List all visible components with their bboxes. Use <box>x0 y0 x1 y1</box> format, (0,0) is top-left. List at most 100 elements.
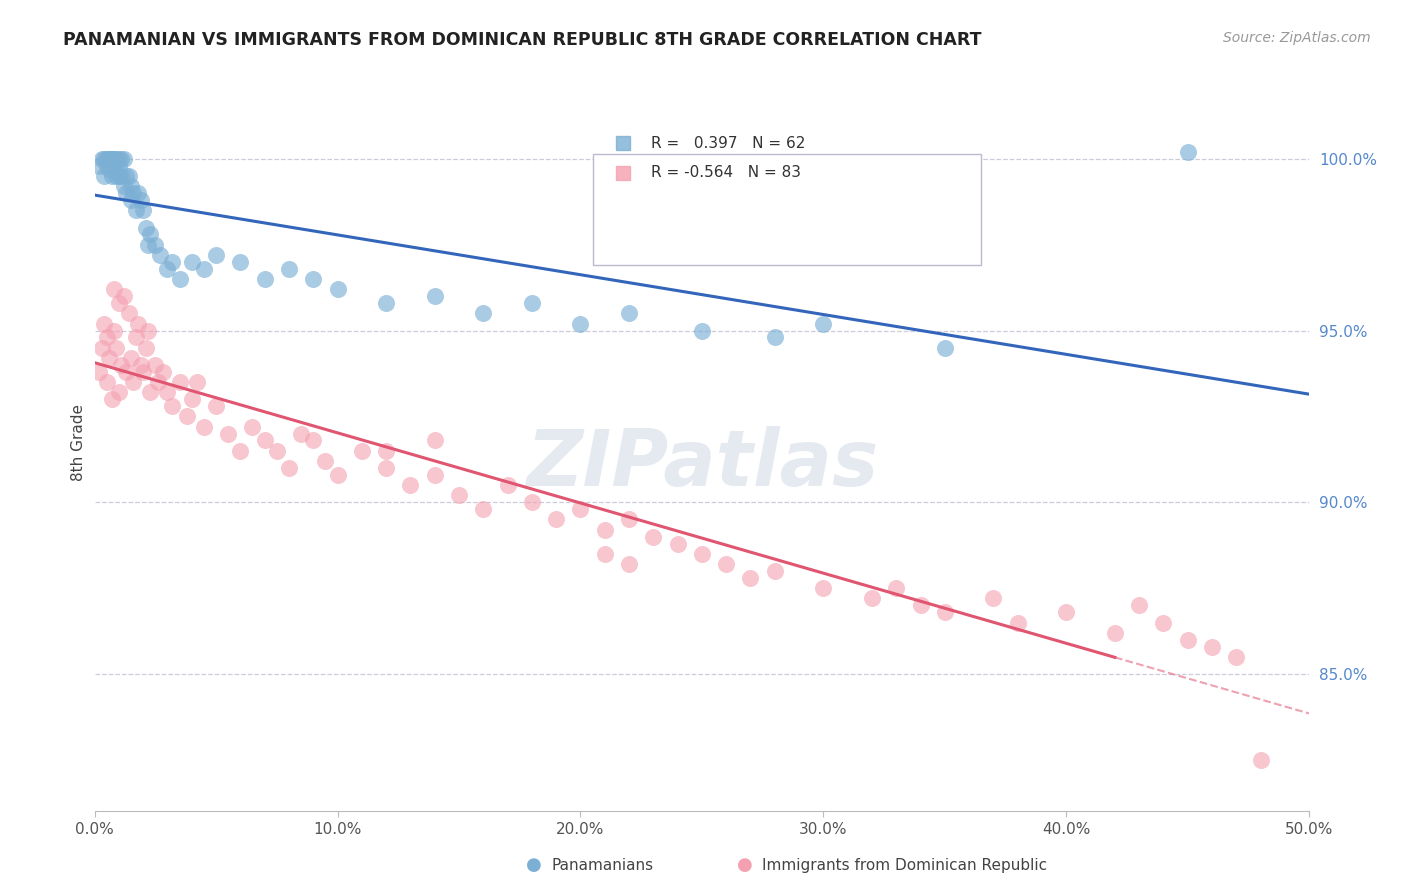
Point <box>242 419 264 434</box>
Point <box>813 317 835 331</box>
Point <box>132 365 155 379</box>
Point <box>96 152 118 166</box>
Point <box>302 272 325 286</box>
Point <box>96 375 118 389</box>
Point <box>98 152 121 166</box>
Point <box>135 341 157 355</box>
Point <box>617 512 640 526</box>
Point <box>122 375 145 389</box>
Point <box>983 591 1005 606</box>
Point <box>205 248 228 262</box>
Point <box>763 564 786 578</box>
Point <box>423 467 446 482</box>
Point <box>103 159 125 173</box>
Point <box>135 220 157 235</box>
Point <box>139 227 162 242</box>
Point <box>277 261 299 276</box>
Point <box>96 152 118 166</box>
Point <box>146 375 169 389</box>
Point <box>1177 632 1199 647</box>
Point <box>690 324 713 338</box>
Point <box>105 152 128 166</box>
Point <box>186 375 208 389</box>
Point <box>132 203 155 218</box>
Point <box>520 296 543 310</box>
Point <box>217 426 239 441</box>
Point <box>447 488 470 502</box>
Point <box>110 358 132 372</box>
Point <box>643 530 665 544</box>
Point <box>96 330 118 344</box>
Point <box>314 454 336 468</box>
Text: Source: ZipAtlas.com: Source: ZipAtlas.com <box>1223 31 1371 45</box>
Point <box>143 358 166 372</box>
Point <box>860 591 883 606</box>
Point <box>108 296 131 310</box>
Point <box>139 385 162 400</box>
Point <box>122 186 145 201</box>
Point <box>149 248 172 262</box>
Text: PANAMANIAN VS IMMIGRANTS FROM DOMINICAN REPUBLIC 8TH GRADE CORRELATION CHART: PANAMANIAN VS IMMIGRANTS FROM DOMINICAN … <box>63 31 981 49</box>
Point <box>90 341 112 355</box>
Point <box>277 461 299 475</box>
Y-axis label: 8th Grade: 8th Grade <box>72 404 86 481</box>
Point <box>136 324 159 338</box>
Point <box>1054 605 1077 619</box>
Text: ●: ● <box>737 856 754 874</box>
Point <box>90 152 112 166</box>
Point <box>162 399 184 413</box>
Point <box>120 193 142 207</box>
Point <box>326 467 349 482</box>
Point <box>193 261 215 276</box>
Point <box>103 324 125 338</box>
Point <box>934 341 956 355</box>
Point <box>108 152 131 166</box>
Point <box>884 581 907 595</box>
Point <box>302 434 325 448</box>
Point <box>120 179 142 194</box>
Text: R =   0.397   N = 62: R = 0.397 N = 62 <box>651 136 806 151</box>
Point <box>100 152 122 166</box>
Point <box>108 159 131 173</box>
Point <box>108 385 131 400</box>
Point <box>253 272 276 286</box>
Point <box>169 375 191 389</box>
Text: R = -0.564   N = 83: R = -0.564 N = 83 <box>651 165 801 180</box>
Point <box>520 495 543 509</box>
Point <box>129 193 152 207</box>
Point <box>813 581 835 595</box>
Point <box>399 478 422 492</box>
Point <box>1201 640 1223 654</box>
Point <box>617 306 640 320</box>
Point <box>1128 599 1150 613</box>
Point <box>100 152 122 166</box>
Point <box>136 237 159 252</box>
Point <box>105 169 128 183</box>
Point <box>375 443 398 458</box>
Point <box>910 599 932 613</box>
Point <box>546 512 568 526</box>
Point <box>162 255 184 269</box>
Point <box>100 392 122 407</box>
Point <box>110 152 132 166</box>
Point <box>105 341 128 355</box>
Point <box>266 443 288 458</box>
Point <box>253 434 276 448</box>
Text: ●: ● <box>526 856 543 874</box>
Point <box>98 152 121 166</box>
Point <box>115 365 138 379</box>
Point <box>89 159 111 173</box>
Point <box>98 351 121 365</box>
Point <box>569 317 592 331</box>
Point <box>112 289 135 303</box>
Point <box>93 169 115 183</box>
Point <box>496 478 519 492</box>
Point <box>326 282 349 296</box>
Point <box>115 169 138 183</box>
Point <box>1152 615 1174 630</box>
Point <box>156 385 179 400</box>
Point <box>1225 649 1247 664</box>
Point <box>1007 615 1029 630</box>
Point <box>125 330 148 344</box>
Point <box>112 152 135 166</box>
